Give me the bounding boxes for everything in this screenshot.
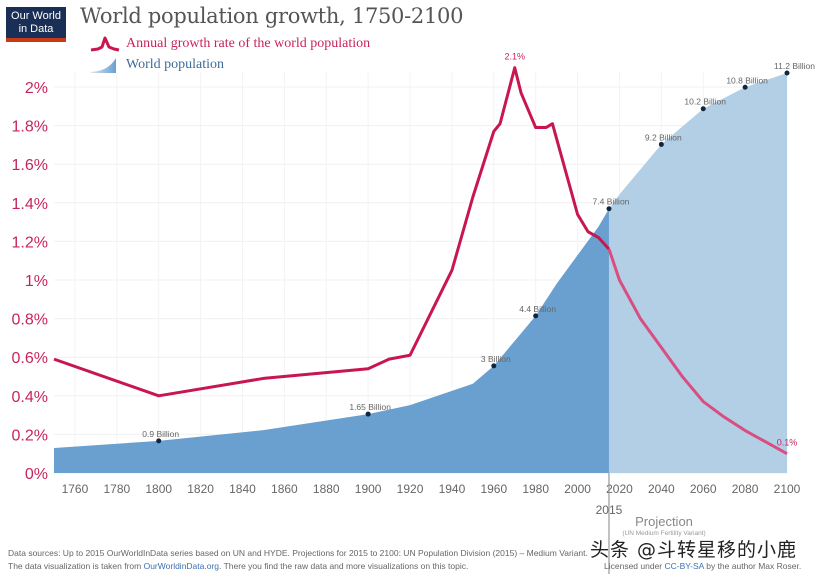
population-point-label: 3 Billion: [481, 354, 511, 364]
y-tick-label: 2%: [25, 80, 48, 97]
population-point: [784, 70, 790, 76]
license-prefix: Licensed under: [604, 561, 665, 571]
population-point-label: 10.2 Billion: [684, 97, 726, 107]
population-point-label: 11.2 Billion: [774, 61, 815, 71]
population-points: 0.9 Billion 1.65 Billion 3 Billion 4.4 Bill…: [142, 61, 815, 444]
footer-sources: Data sources: Up to 2015 OurWorldInData …: [8, 548, 588, 558]
x-tick-label: 2040: [648, 482, 675, 496]
footer-note-suffix: . There you find the raw data and more v…: [219, 561, 469, 571]
population-point-label: 7.4 Billion: [593, 197, 630, 207]
growth-annotation-label: 0.1%: [777, 438, 798, 448]
x-tick-label: 1820: [187, 482, 214, 496]
y-tick-label: 1.4%: [12, 196, 48, 213]
y-tick-label: 1.6%: [12, 157, 48, 174]
x-tick-label: 1900: [355, 482, 382, 496]
population-point: [700, 106, 706, 112]
x-axis: 1760 1780 1800 1820 1840 1860 1880 1900 1920 1940…: [62, 482, 801, 496]
population-area-projection: [608, 73, 787, 473]
y-tick-label: 0.8%: [12, 312, 48, 329]
y-tick-label: 0%: [25, 466, 48, 483]
projection-sublabel: (UN Medium Fertility Variant): [622, 530, 705, 537]
x-tick-label: 2100: [774, 482, 801, 496]
watermark: 头条 @斗转星移的小鹿: [590, 539, 798, 561]
population-point-label: 10.8 Billion: [726, 75, 768, 85]
population-point-label: 0.9 Billion: [142, 429, 179, 439]
x-tick-label: 1880: [313, 482, 340, 496]
population-area-historical: [54, 208, 609, 473]
footer-note-prefix: The data visualization is taken from: [8, 561, 144, 571]
y-tick-label: 1%: [25, 273, 48, 290]
population-point: [658, 141, 664, 147]
x-tick-label: 1760: [62, 482, 89, 496]
x-tick-label: 1860: [271, 482, 298, 496]
projection-year-label: 2015: [596, 503, 623, 517]
y-axis: 0% 0.2% 0.4% 0.6% 0.8% 1% 1.2% 1.4% 1.6% 1.8% 2%: [12, 80, 48, 483]
footer-license: Licensed under CC-BY-SA by the author Ma…: [604, 561, 801, 571]
owid-link[interactable]: OurWorldinData.org: [143, 561, 220, 571]
legend-population: World population: [90, 56, 224, 74]
x-tick-label: 2060: [690, 482, 717, 496]
legend-population-label: World population: [126, 57, 225, 72]
population-point: [491, 363, 497, 369]
legend-growth-rate: Annual growth rate of the world populati…: [90, 35, 370, 53]
logo-line-2: in Data: [18, 23, 54, 35]
x-tick-label: 1960: [480, 482, 507, 496]
owid-logo: Our World in Data: [6, 7, 66, 42]
area-legend-icon: [91, 58, 116, 73]
x-tick-label: 1780: [103, 482, 130, 496]
population-area: [54, 73, 787, 473]
population-point: [606, 206, 612, 212]
x-tick-label: 1980: [522, 482, 549, 496]
y-tick-label: 1.2%: [12, 234, 48, 251]
y-tick-label: 0.4%: [12, 389, 48, 406]
x-tick-label: 2080: [732, 482, 759, 496]
chart-title: World population growth, 1750-2100: [80, 4, 464, 28]
license-suffix: by the author Max Roser.: [703, 561, 802, 571]
population-point-label: 9.2 Billion: [645, 132, 682, 142]
growth-rate-line: 2.1% 0.1%: [53, 52, 798, 456]
population-point: [156, 438, 162, 444]
population-point-label: 4.4 Billion: [519, 304, 556, 314]
growth-line-historical: [53, 66, 611, 398]
population-point: [742, 84, 748, 90]
y-tick-label: 1.8%: [12, 119, 48, 136]
x-tick-label: 2000: [564, 482, 591, 496]
population-point: [533, 313, 539, 319]
x-tick-label: 1920: [397, 482, 424, 496]
y-tick-label: 0.2%: [12, 427, 48, 444]
x-tick-label: 2020: [606, 482, 633, 496]
population-point-label: 1.65 Billion: [349, 402, 391, 412]
projection-marker: 2015 Projection(UN Medium Fertility Varia…: [596, 473, 706, 574]
legend-growth-label: Annual growth rate of the world populati…: [126, 36, 371, 51]
x-tick-label: 1940: [439, 482, 466, 496]
growth-line-legend-icon: [90, 36, 120, 52]
growth-annotation-label: 2.1%: [504, 52, 525, 62]
footer-visualization-note: The data visualization is taken from Our…: [8, 561, 468, 571]
license-link[interactable]: CC-BY-SA: [664, 561, 704, 571]
logo-line-1: Our World: [11, 10, 61, 22]
population-point: [365, 411, 371, 417]
x-tick-label: 1800: [145, 482, 172, 496]
y-tick-label: 0.6%: [12, 350, 48, 367]
x-tick-label: 1840: [229, 482, 256, 496]
projection-label: Projection: [635, 514, 693, 529]
growth-line-projection: [607, 248, 788, 456]
